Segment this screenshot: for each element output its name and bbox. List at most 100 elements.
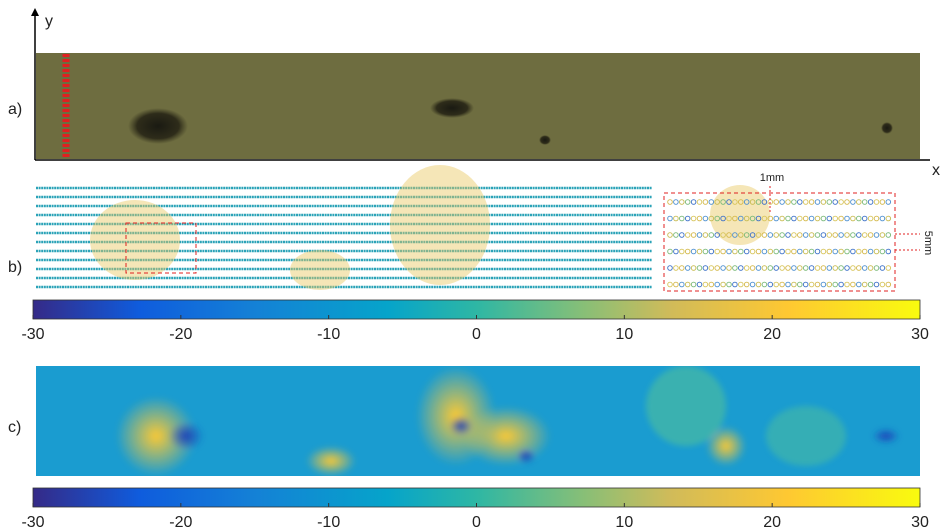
panel-label: a) <box>8 101 22 118</box>
scan-point <box>761 248 768 255</box>
scan-point <box>767 265 774 271</box>
scan-point <box>779 199 785 205</box>
scan-point <box>667 215 673 222</box>
scan-point <box>714 248 720 255</box>
scan-point <box>690 232 697 238</box>
inset-points <box>667 199 892 288</box>
scan-point <box>838 248 844 255</box>
scan-point <box>785 215 791 222</box>
scan-point <box>767 232 774 238</box>
scan-point <box>714 199 720 205</box>
scan-point <box>726 199 732 205</box>
x-label: x <box>932 162 940 179</box>
tick-label: -10 <box>317 514 340 531</box>
scan-point <box>690 265 697 271</box>
scan-point <box>726 265 732 271</box>
scan-point <box>667 248 673 255</box>
scan-point <box>856 232 862 238</box>
scan-point <box>684 232 691 238</box>
scan-point <box>856 199 862 205</box>
scan-point <box>791 248 797 255</box>
scan-point <box>702 248 709 255</box>
scan-point <box>873 232 880 238</box>
scan-point <box>826 265 833 271</box>
scan-point <box>791 232 797 238</box>
scan-point <box>820 215 827 222</box>
scan-point <box>690 281 697 288</box>
tick-label: 30 <box>911 514 929 531</box>
scan-point <box>673 265 679 271</box>
scan-point <box>879 281 886 288</box>
scan-point <box>814 248 821 255</box>
scan-point <box>673 215 679 222</box>
scan-point <box>684 199 691 205</box>
scan-point <box>879 232 886 238</box>
scan-point <box>791 265 797 271</box>
scan-highlight <box>390 165 490 285</box>
scan-point <box>832 248 838 255</box>
scan-point <box>838 199 844 205</box>
scan-point <box>749 248 756 255</box>
scan-point <box>861 215 868 222</box>
scan-point <box>844 215 850 222</box>
scan-point <box>861 199 868 205</box>
scan-point <box>844 199 850 205</box>
scan-point <box>720 265 726 271</box>
scan-point <box>832 232 838 238</box>
y-label: y <box>45 13 53 30</box>
scan-point <box>832 281 838 288</box>
scan-point <box>885 281 892 288</box>
scan-point <box>797 248 803 255</box>
scan-point <box>767 248 774 255</box>
scan-point <box>814 215 821 222</box>
scan-point <box>861 281 868 288</box>
scan-point <box>720 199 726 205</box>
scan-point <box>820 281 827 288</box>
scan-point <box>814 265 821 271</box>
scan-point <box>850 232 856 238</box>
scan-point <box>690 199 697 205</box>
scan-point <box>743 199 750 205</box>
scan-point <box>802 248 809 255</box>
scan-point <box>785 232 791 238</box>
scan-point <box>732 248 738 255</box>
scan-point <box>738 281 744 288</box>
scan-point <box>702 281 709 288</box>
scan-point <box>838 265 844 271</box>
scan-point <box>861 248 868 255</box>
scan-point <box>696 215 703 222</box>
pit <box>128 108 188 144</box>
panel-label: b) <box>8 259 22 276</box>
scan-point <box>720 232 726 238</box>
scan-point <box>684 248 691 255</box>
scan-point <box>761 265 768 271</box>
scan-point <box>690 248 697 255</box>
y-arrow <box>31 8 39 16</box>
scan-point <box>690 215 697 222</box>
scan-point <box>702 265 709 271</box>
annotation: 1mm <box>760 172 784 184</box>
scan-point <box>779 215 785 222</box>
scan-point <box>873 281 880 288</box>
scan-point <box>873 248 880 255</box>
tick-label: 0 <box>472 326 481 343</box>
scan-point <box>755 232 762 238</box>
scan-point <box>856 248 862 255</box>
scan-point <box>743 215 750 222</box>
scan-point <box>867 281 874 288</box>
scan-point <box>838 232 844 238</box>
scan-point <box>867 248 874 255</box>
scan-point <box>696 232 703 238</box>
scan-point <box>814 199 821 205</box>
scan-point <box>720 248 726 255</box>
tick-label: -30 <box>21 514 44 531</box>
scan-point <box>773 215 779 222</box>
scan-point <box>767 281 774 288</box>
scan-point <box>749 281 756 288</box>
scan-point <box>879 248 886 255</box>
scan-point <box>779 281 785 288</box>
scan-point <box>708 265 715 271</box>
scan-point <box>820 232 827 238</box>
scan-point <box>761 215 768 222</box>
scan-point <box>850 199 856 205</box>
